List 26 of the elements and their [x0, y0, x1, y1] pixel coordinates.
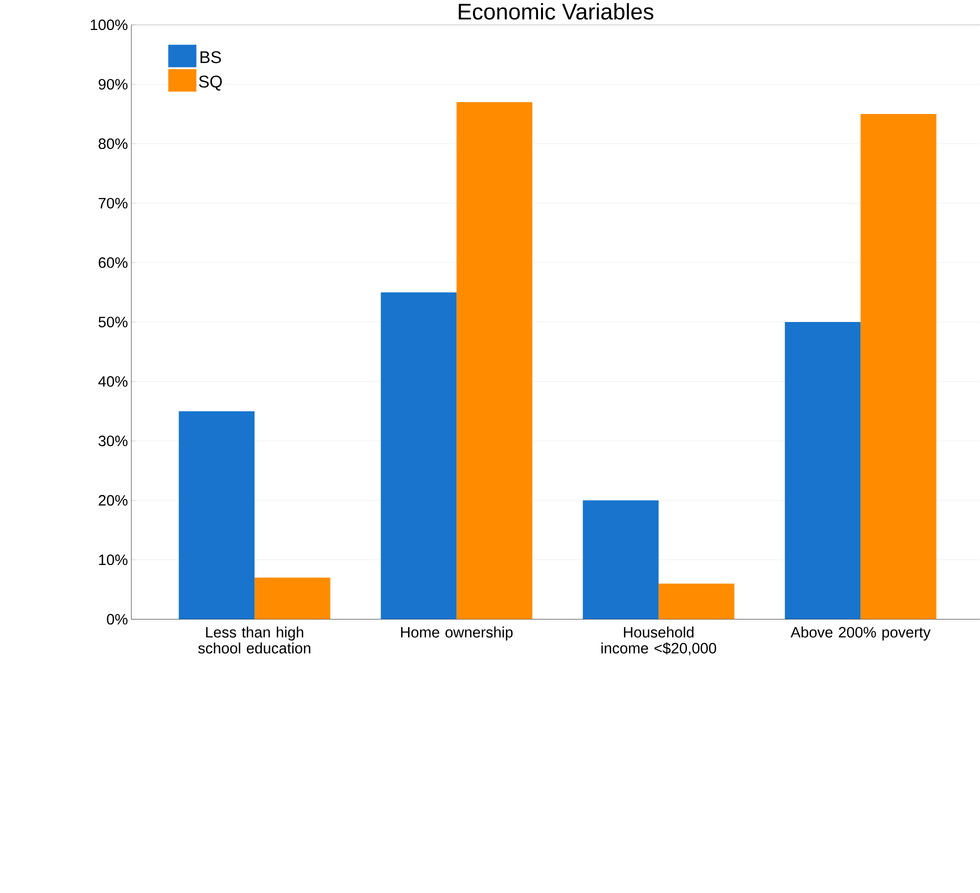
legend-label: BS [200, 51, 221, 64]
x-tick-label: Home ownership [401, 626, 513, 641]
bar [658, 584, 734, 620]
y-tick-label: 0% [106, 614, 128, 625]
bar [582, 500, 659, 620]
bar [784, 322, 861, 620]
y-tick-label: 90% [98, 79, 128, 90]
bar [456, 102, 532, 620]
bar [178, 411, 255, 620]
y-tick-label: 50% [98, 316, 128, 328]
y-tick-label: 20% [98, 495, 128, 506]
bar [860, 114, 936, 620]
bar [254, 578, 330, 620]
y-tick-label: 60% [98, 257, 128, 268]
x-tick-label: Less than high school education [198, 626, 310, 654]
legend-label: SQ [199, 76, 222, 91]
chart-title: Economic Variables [458, 3, 654, 20]
bar [380, 292, 457, 620]
y-tick-label: 30% [98, 436, 128, 446]
y-tick-label: 70% [98, 198, 128, 209]
y-tick-label: 10% [99, 554, 128, 566]
x-tick-label: Household income <$20,000 [601, 626, 716, 656]
y-tick-label: 100% [90, 20, 128, 30]
y-tick-label: 40% [98, 376, 128, 387]
x-tick-label: Above 200% poverty [790, 626, 931, 641]
y-tick-label: 80% [98, 138, 128, 150]
